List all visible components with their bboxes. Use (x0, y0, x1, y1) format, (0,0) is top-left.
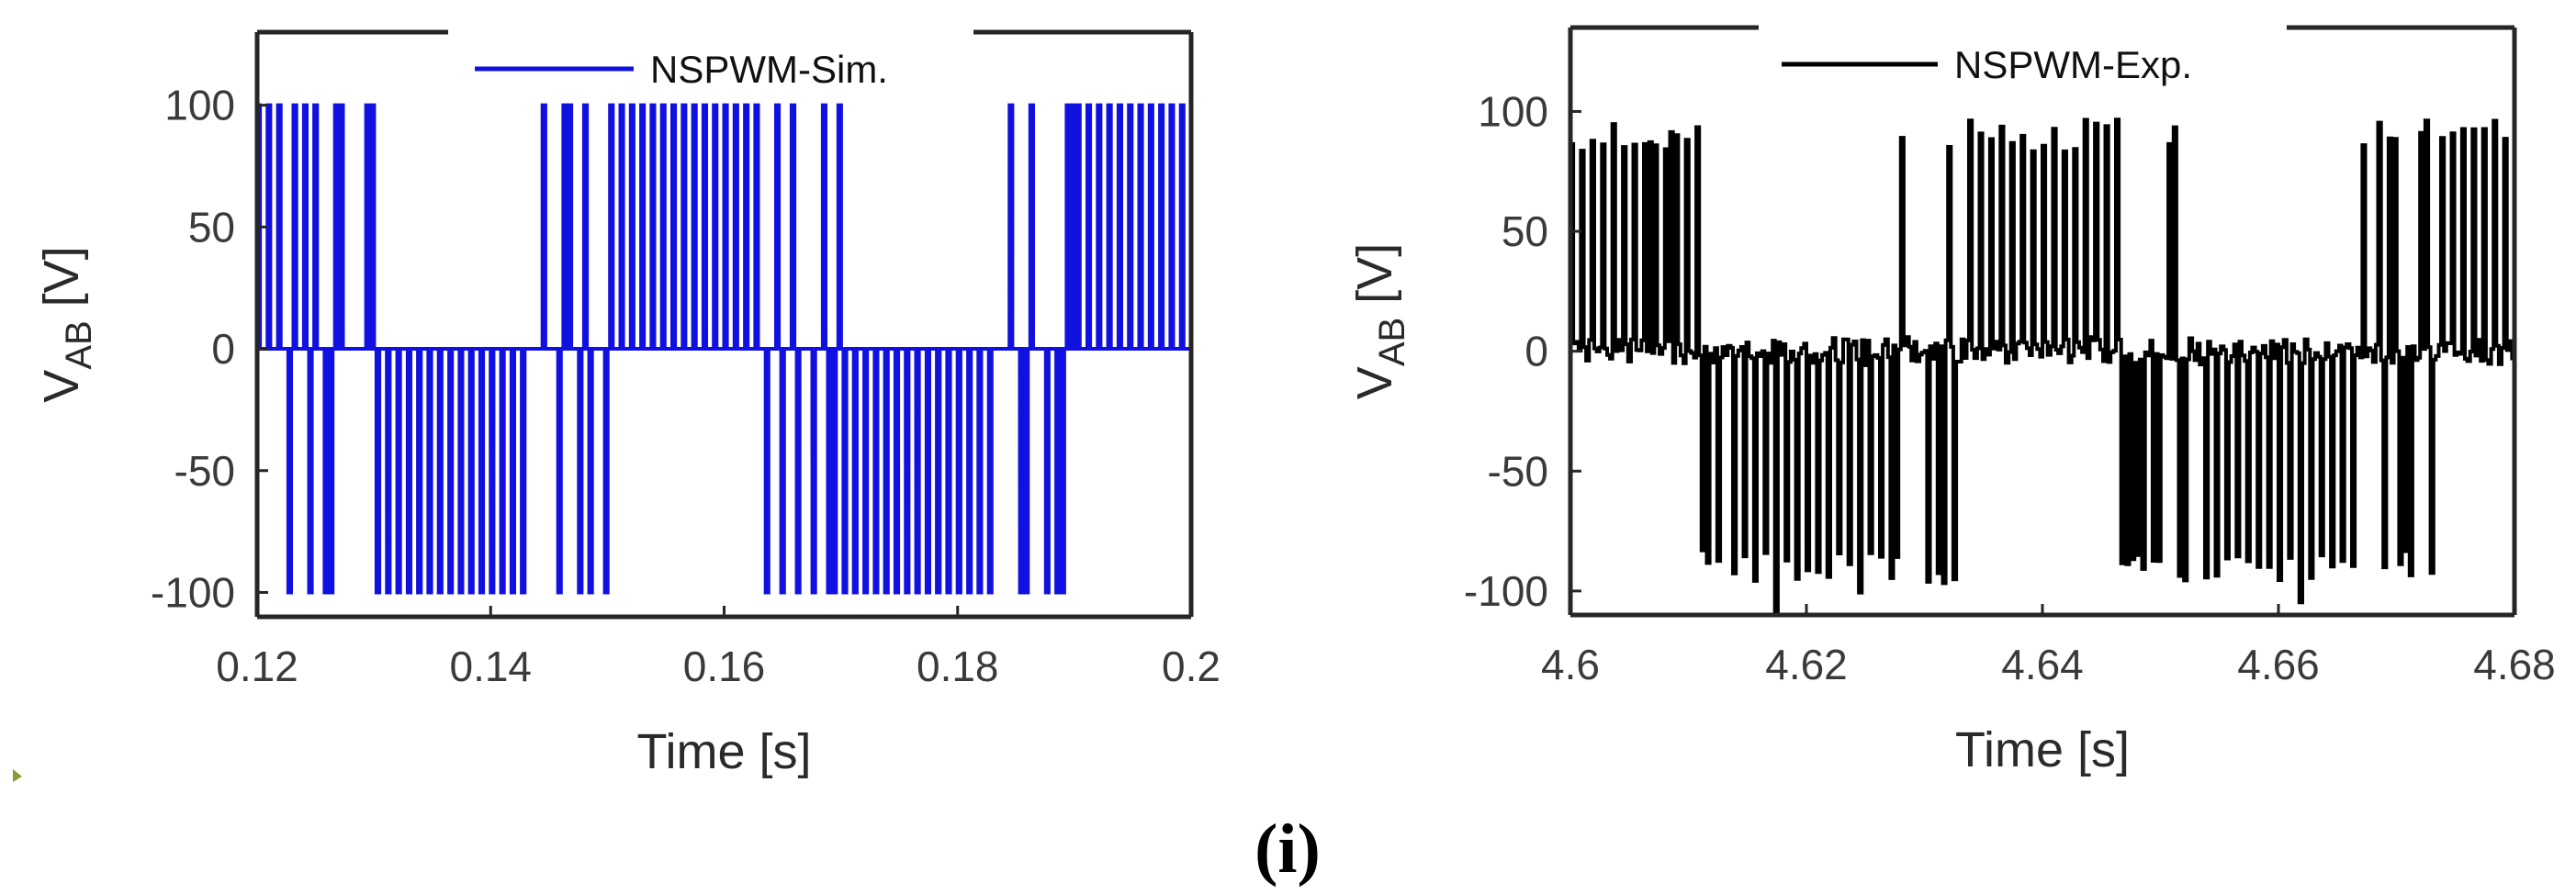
x-tick-label: 4.62 (1765, 641, 1848, 688)
x-tick-label: 4.66 (2237, 641, 2320, 688)
y-tick-label: -50 (1488, 447, 1548, 495)
y-axis-label: VAB [V] (34, 246, 99, 402)
x-tick-label: 0.16 (683, 643, 766, 690)
y-tick-label: 0 (1524, 328, 1548, 375)
x-tick-label: 4.64 (2001, 641, 2084, 688)
y-tick-label: 100 (1478, 87, 1548, 135)
y-tick-label: 100 (164, 82, 235, 129)
legend-label: NSPWM-Sim. (650, 48, 888, 91)
x-tick-label: 0.2 (1162, 643, 1221, 690)
chart-experiment: NSPWM-Exp. 4.6 4.62 4.64 4.66 4.68 100 50 0 -50 -1… (1347, 25, 2556, 777)
y-tick-label: -50 (174, 447, 235, 495)
x-tick-label: 0.12 (216, 643, 298, 690)
x-axis-label: Time [s] (636, 724, 811, 779)
x-tick-label: 0.18 (917, 643, 999, 690)
x-axis-label: Time [s] (1955, 722, 2130, 777)
y-tick-label: -100 (1464, 567, 1548, 615)
y-tick-label: -100 (151, 568, 235, 616)
figure-caption: (i) (1254, 810, 1321, 888)
y-axis-label: VAB [V] (1347, 243, 1412, 399)
x-tick-label: 0.14 (449, 643, 532, 690)
series-line-NSPWM-Sim. (257, 103, 1191, 595)
corner-mark-icon (13, 769, 22, 782)
series-line-NSPWM-Exp. (1570, 117, 2514, 615)
legend-label: NSPWM-Exp. (1954, 43, 2192, 86)
chart-simulation: NSPWM-Sim. 0.12 0.14 0.16 0.18 0.2 100 50 0 -50 -1… (34, 29, 1221, 779)
x-tick-label: 4.6 (1541, 641, 1600, 688)
y-tick-label: 0 (211, 325, 235, 373)
x-tick-label: 4.68 (2473, 641, 2556, 688)
y-tick-label: 50 (188, 203, 235, 251)
y-tick-label: 50 (1502, 207, 1548, 255)
